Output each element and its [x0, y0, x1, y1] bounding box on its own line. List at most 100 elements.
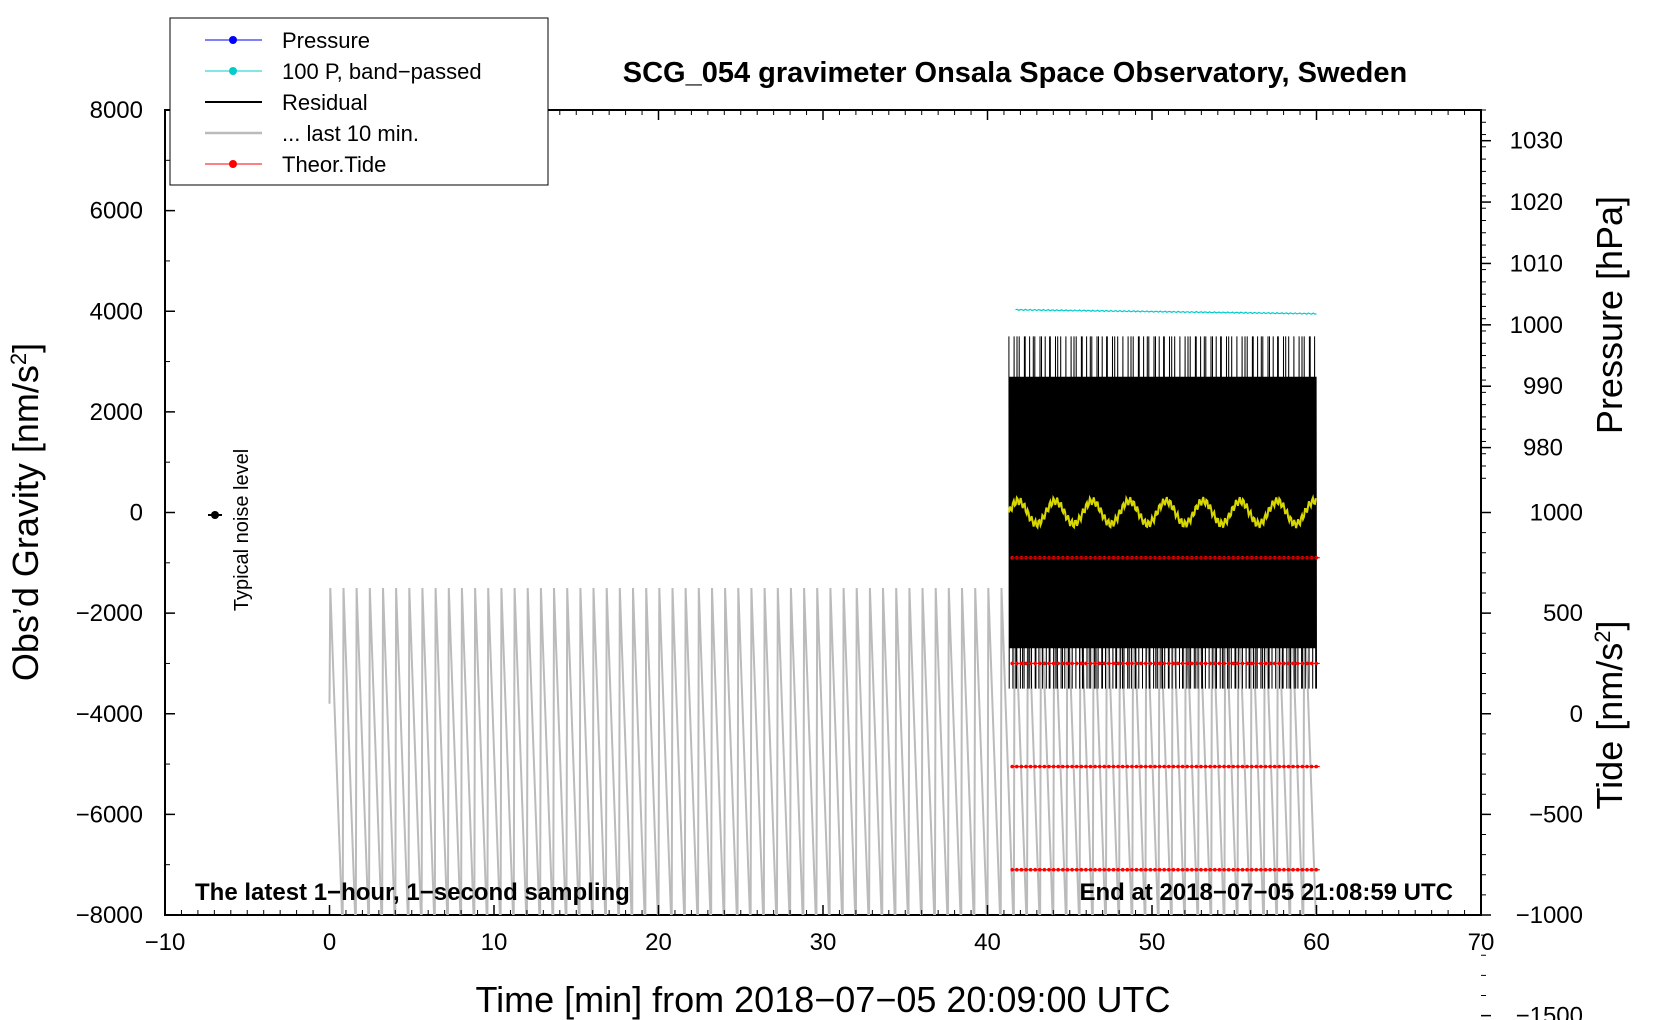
tide-point — [1295, 764, 1300, 769]
tide-point — [1167, 867, 1171, 872]
tide-point — [1153, 867, 1157, 872]
tide-point — [1061, 661, 1065, 666]
tide-point — [1277, 661, 1282, 666]
tide-point — [1305, 867, 1309, 872]
tide-point — [1088, 764, 1093, 769]
tide-point — [1125, 867, 1130, 872]
tide-point — [1300, 867, 1305, 872]
tide-point — [1208, 867, 1212, 872]
tide-point — [1245, 867, 1249, 872]
tide-point — [1097, 661, 1102, 666]
tide-point — [1038, 764, 1042, 769]
legend-dot-band-passed — [229, 67, 237, 75]
tide-point — [1222, 867, 1226, 872]
tide-point — [1167, 661, 1171, 666]
tide-point — [1143, 764, 1148, 769]
y-tick-label: 6000 — [90, 198, 143, 225]
series-layer — [328, 308, 1320, 915]
tide-point — [1217, 764, 1222, 769]
pressure-axis-ticks: 1030 1020 1010 1000 990 980 — [1481, 109, 1563, 479]
tide-point — [1079, 661, 1084, 666]
tide-point — [1033, 661, 1037, 666]
tide-point — [1268, 867, 1272, 872]
tide-point — [1245, 661, 1249, 666]
pressure-tick-label: 1000 — [1510, 312, 1563, 339]
tide-point — [1065, 764, 1070, 769]
tide-point — [1213, 661, 1217, 666]
x-axis-label: Time [min] from 2018−07−05 20:09:00 UTC — [475, 979, 1170, 1020]
tide-tick-label: 0 — [1570, 701, 1583, 728]
tide-point — [1024, 867, 1028, 872]
x-tick-label: −10 — [145, 929, 186, 956]
tide-point — [1120, 867, 1125, 872]
tide-point — [1176, 661, 1180, 666]
tide-point — [1291, 867, 1295, 872]
tide-point — [1208, 661, 1212, 666]
tide-point — [1143, 661, 1148, 666]
legend-dot-theor-tide — [229, 160, 237, 168]
tide-point — [1305, 764, 1309, 769]
x-tick-label: 0 — [323, 929, 336, 956]
tide-point — [1309, 867, 1314, 872]
tide-point — [1070, 867, 1074, 872]
tide-point — [1047, 764, 1051, 769]
y-axis-label-left-end: ] — [5, 343, 46, 353]
tide-point — [1051, 764, 1056, 769]
tide-point — [1226, 867, 1231, 872]
tide-point — [1088, 867, 1093, 872]
tide-point — [1222, 661, 1226, 666]
legend-label-last-10-min: ... last 10 min. — [282, 121, 419, 146]
tide-point — [1051, 867, 1056, 872]
tide-point — [1010, 661, 1014, 666]
tide-point — [1217, 867, 1222, 872]
tide-point — [1102, 764, 1107, 769]
tide-point — [1120, 764, 1125, 769]
tide-point — [1162, 867, 1166, 872]
tide-axis-label-sup: 2 — [1590, 631, 1615, 643]
y-tick-label: −8000 — [76, 902, 143, 929]
tide-point — [1148, 661, 1153, 666]
legend-dot-pressure — [229, 36, 237, 44]
tide-point — [1272, 867, 1277, 872]
noise-marker-label: Typical noise level — [231, 449, 253, 611]
tide-point — [1291, 764, 1295, 769]
pressure-axis-label: Pressure [hPa] — [1589, 196, 1630, 434]
tide-point — [1028, 661, 1033, 666]
tide-point — [1153, 764, 1157, 769]
tide-point — [1236, 764, 1240, 769]
legend-item-last-10-min: ... last 10 min. — [205, 121, 419, 146]
tide-point — [1185, 867, 1189, 872]
tide-point — [1084, 764, 1088, 769]
tide-point — [1295, 867, 1300, 872]
tide-point — [1157, 661, 1162, 666]
legend-label-theor-tide: Theor.Tide — [282, 152, 386, 177]
pressure-tick-label: 1030 — [1510, 128, 1563, 155]
tide-point — [1194, 661, 1199, 666]
tide-point — [1102, 867, 1107, 872]
tide-point — [1190, 764, 1194, 769]
tide-point — [1061, 764, 1065, 769]
tide-point — [1125, 661, 1130, 666]
tide-point — [1199, 661, 1203, 666]
x-tick-label: 50 — [1139, 929, 1166, 956]
tide-point — [1213, 764, 1217, 769]
tide-point — [1157, 764, 1162, 769]
tide-point — [1139, 661, 1143, 666]
tide-point — [1240, 867, 1245, 872]
tide-point — [1295, 661, 1300, 666]
tide-point — [1254, 867, 1259, 872]
tide-point — [1162, 661, 1166, 666]
pressure-tick-label: 1010 — [1510, 250, 1563, 277]
tide-point — [1249, 764, 1254, 769]
tide-point — [1199, 867, 1203, 872]
tide-point — [1093, 867, 1097, 872]
tide-point — [1286, 764, 1291, 769]
tide-point — [1263, 867, 1268, 872]
tide-tick-label: 500 — [1543, 600, 1583, 627]
note-end-time: End at 2018−07−05 21:08:59 UTC — [1079, 879, 1453, 906]
series-band-passed-pressure — [1015, 308, 1317, 315]
tide-point — [1263, 764, 1268, 769]
legend-label-band-passed: 100 P, band−passed — [282, 59, 482, 84]
tide-point — [1199, 764, 1203, 769]
tide-point — [1263, 661, 1268, 666]
